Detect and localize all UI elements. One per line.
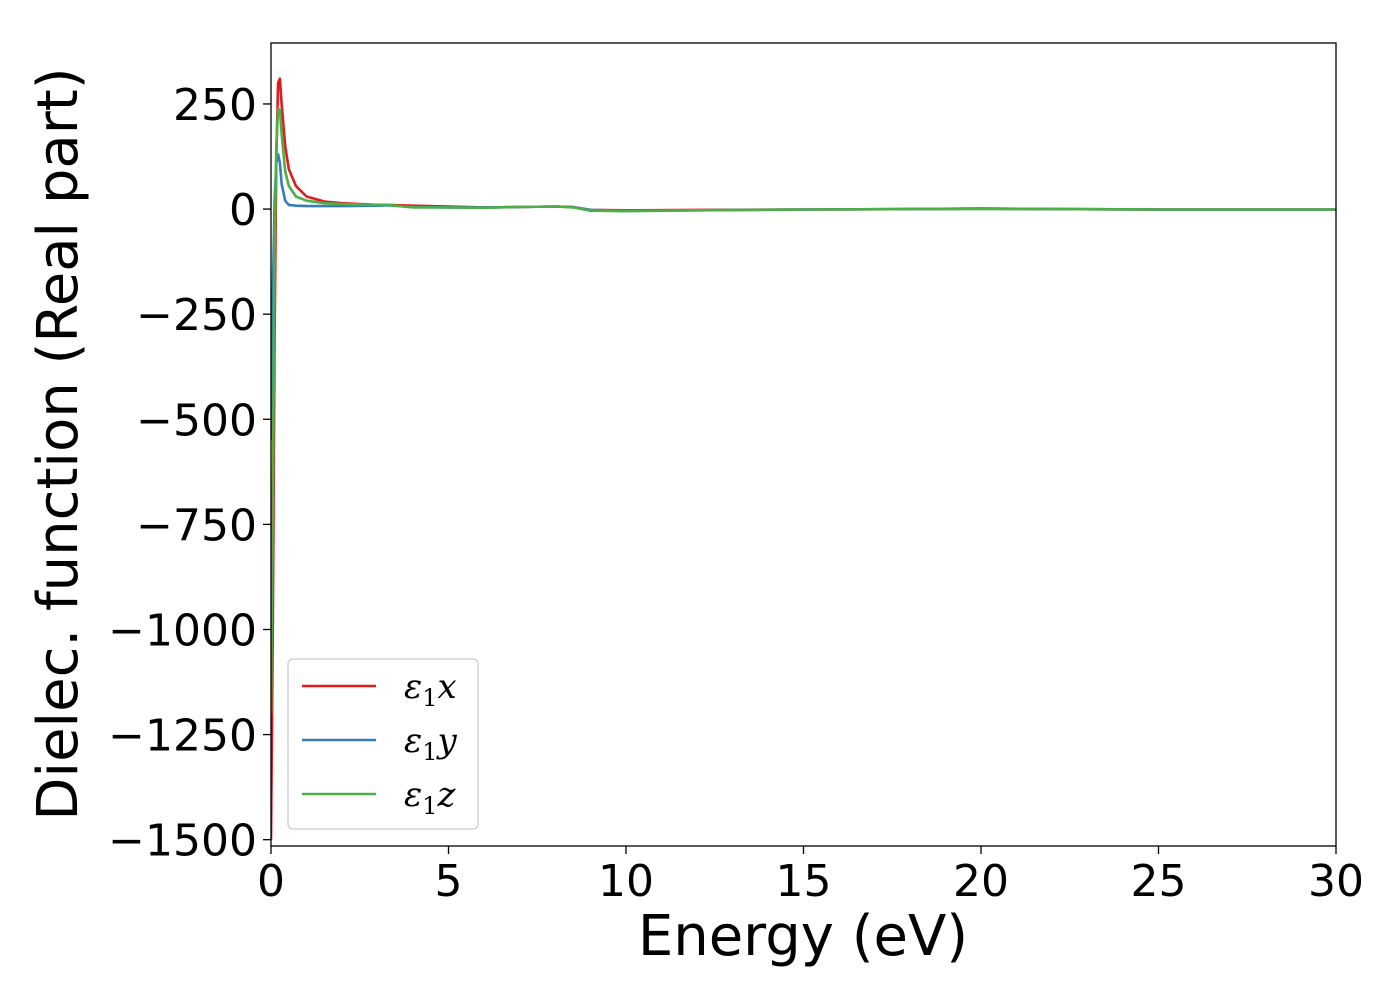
- series-line-y: [271, 153, 1336, 441]
- x-tick-label: 30: [1308, 856, 1364, 907]
- plot-frame: [270, 42, 1337, 847]
- y-axis-title: Dielec. function (Real part): [26, 67, 91, 820]
- legend-label: ε1z: [404, 775, 457, 820]
- y-tick-label: 250: [173, 80, 257, 131]
- x-tick-label: 20: [953, 856, 1009, 907]
- x-tick-label: 15: [776, 856, 832, 907]
- y-tick-label: 0: [229, 185, 257, 236]
- x-tick-label: 5: [435, 856, 463, 907]
- series-line-z: [271, 106, 1336, 714]
- legend-label: ε1x: [404, 667, 457, 712]
- x-axis: 0 5 10 15 20 25 30: [257, 846, 1364, 907]
- legend: ε1x ε1y ε1z: [287, 658, 479, 830]
- y-tick-label: −1250: [108, 711, 257, 762]
- x-tick-label: 25: [1131, 856, 1187, 907]
- y-tick-label: −250: [136, 290, 257, 341]
- x-axis-title: Energy (eV): [638, 904, 968, 969]
- y-axis: −1500 −1250 −1000 −750 −500 −250 0 250: [108, 80, 271, 867]
- x-tick-label: 0: [257, 856, 285, 907]
- x-tick-label: 10: [598, 856, 654, 907]
- y-tick-label: −750: [136, 500, 257, 551]
- y-tick-label: −500: [136, 395, 257, 446]
- y-tick-label: −1500: [108, 816, 257, 867]
- legend-box: [287, 658, 479, 830]
- legend-label: ε1y: [404, 721, 458, 766]
- plot-area: [271, 77, 1336, 840]
- y-tick-label: −1000: [108, 605, 257, 656]
